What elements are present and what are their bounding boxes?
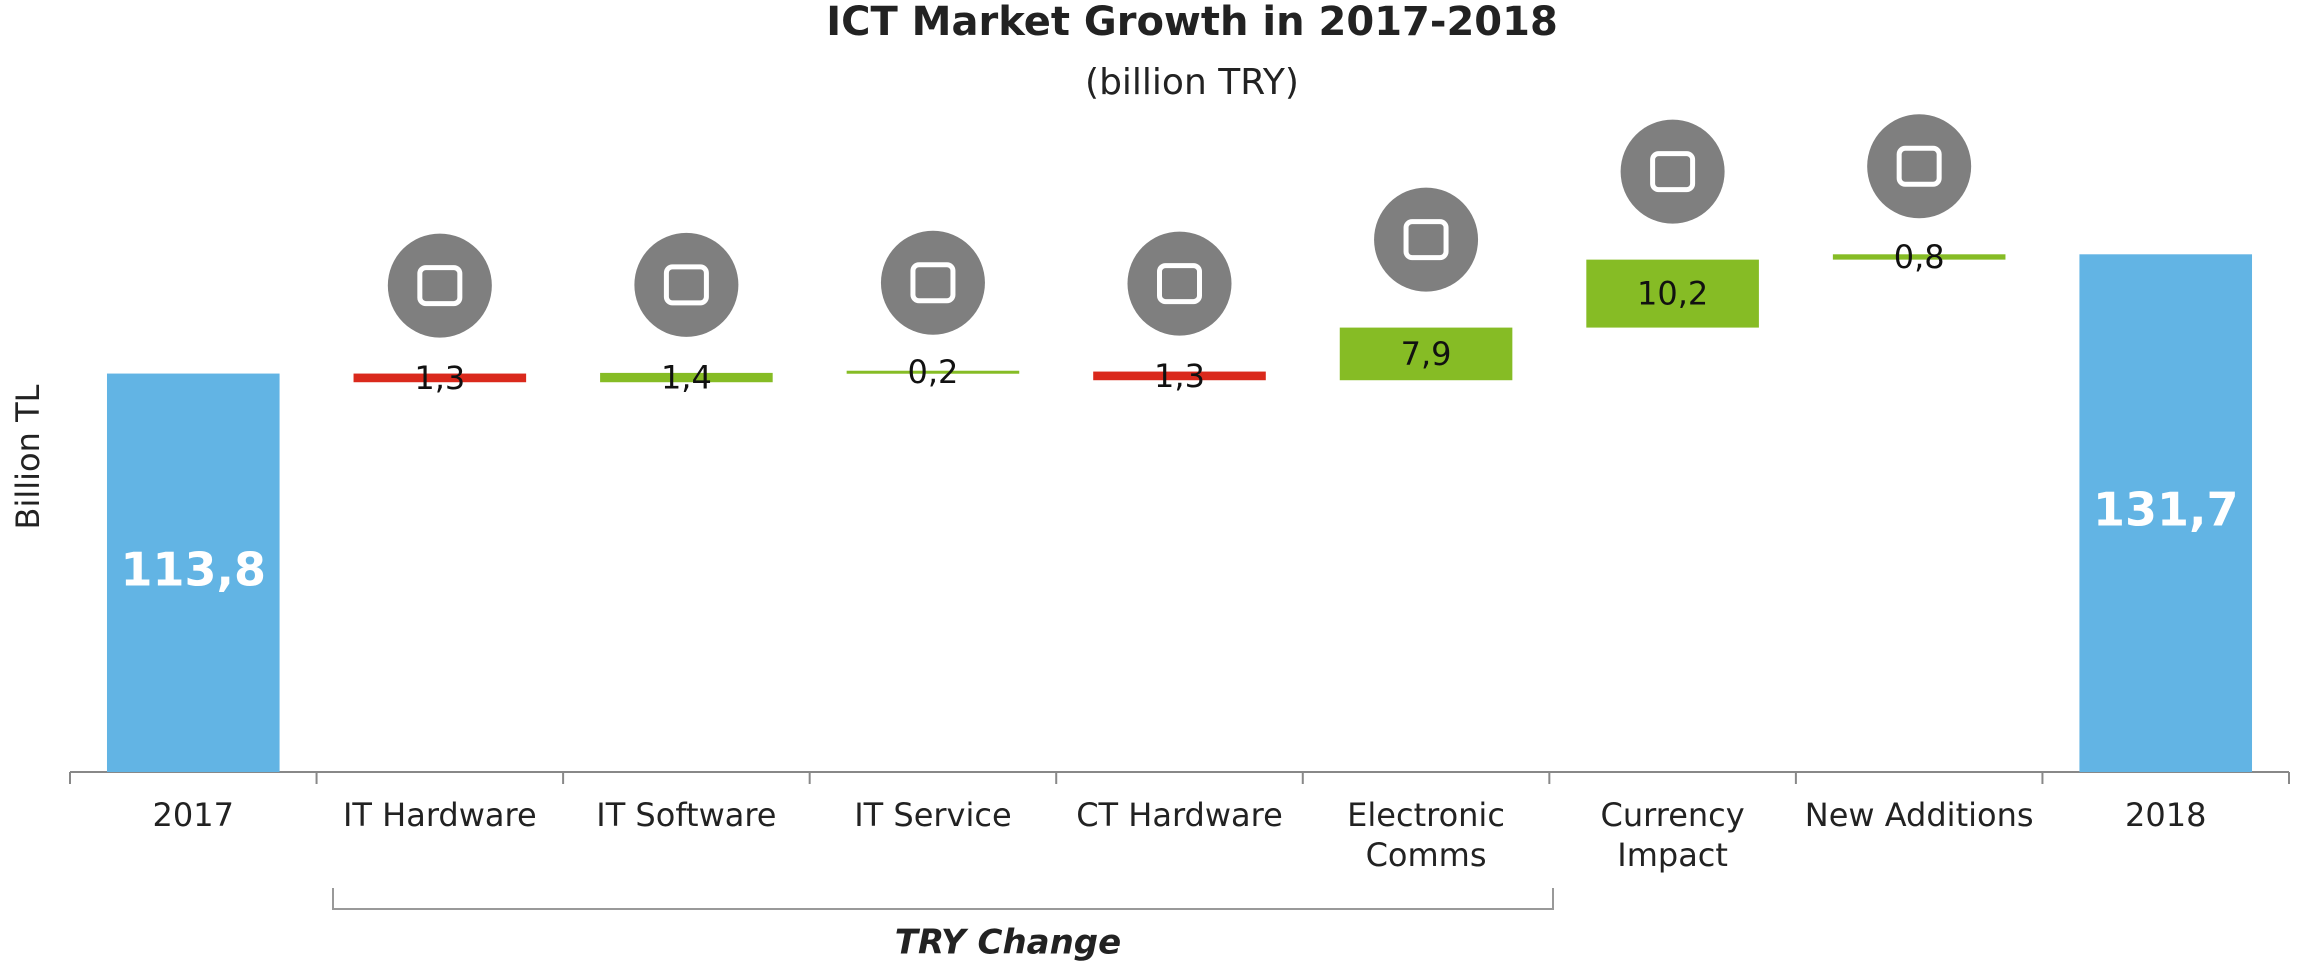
x-tick-label: IT Software [596,796,777,834]
value-label: 10,2 [1637,275,1708,313]
annotation: TRY Change [895,923,1121,963]
icon [1374,187,1479,292]
icon-glyph [663,264,709,306]
chart-title: ICT Market Growth in 2017-2018 [826,0,1558,45]
bar [1093,371,1266,381]
icon-glyph [417,265,463,307]
bar [2079,254,2253,773]
icon [1620,119,1725,224]
icon-glyph [1403,219,1449,261]
value-label: 1,3 [414,359,465,397]
value-label: 1,4 [661,359,712,397]
x-tick-label: IT Hardware [342,796,537,834]
x-tick-label: Currency Impact [1600,796,1745,874]
icon [1867,114,1972,219]
icon-glyph [1650,151,1696,193]
x-tick-label: 2018 [2124,796,2207,834]
icon [1127,231,1232,336]
x-tick-label: IT Service [854,796,1012,834]
x-tick-label: New Additions [1804,796,2034,834]
value-label: 113,8 [121,542,267,596]
bar [1339,327,1513,381]
value-label: 0,2 [907,353,958,391]
x-tick-label: CT Hardware [1076,796,1283,834]
bar [353,373,527,383]
chart-subtitle: (billion TRY) [1085,62,1299,103]
bracket [332,888,1554,910]
value-label: 1,3 [1154,357,1205,395]
x-tick-label: Electronic Comms [1347,796,1505,874]
icon-glyph [1157,263,1202,305]
x-tick-label: 2017 [152,796,234,834]
bar [600,372,773,383]
icon [387,233,492,338]
value-label: 7,9 [1401,335,1452,373]
value-label: 0,8 [1894,238,1945,276]
icon-glyph [910,262,956,304]
icon [880,230,985,335]
icon-glyph [1896,145,1942,187]
icon [634,232,739,337]
y-axis-label: Billion TL [9,384,47,529]
bar [1832,254,2006,260]
value-label: 131,7 [2093,483,2239,537]
bar [1586,259,1759,328]
bar [106,373,280,772]
bar [846,370,1020,374]
